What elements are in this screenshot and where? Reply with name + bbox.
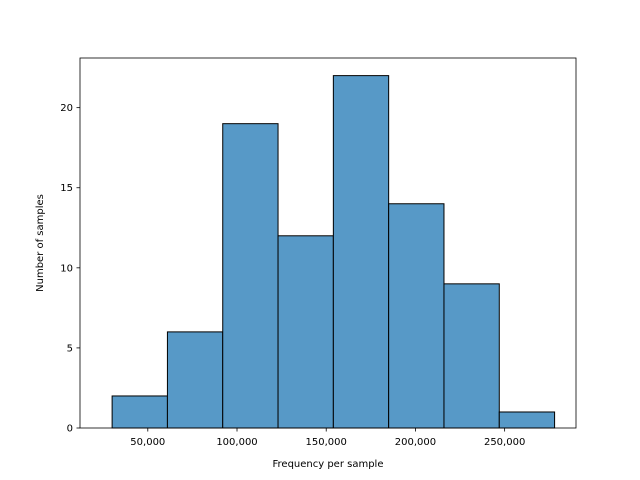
histogram-bars xyxy=(111,75,556,429)
histogram-bar xyxy=(388,203,445,429)
y-tick-label: 20 xyxy=(60,103,73,114)
histogram-bar xyxy=(166,331,224,429)
histogram-bar xyxy=(332,75,390,429)
y-axis-ticks: 0 5 10 15 20 xyxy=(60,103,80,435)
y-axis-label: Number of samples xyxy=(35,194,46,292)
x-axis-ticks: 50,000 100,000 150,000 200,000 250,000 xyxy=(130,428,525,448)
x-tick-label: 100,000 xyxy=(216,437,257,448)
plot-frame xyxy=(79,57,577,429)
y-tick-label: 5 xyxy=(67,343,73,354)
histogram-bar xyxy=(222,123,279,429)
y-tick-label: 0 xyxy=(67,424,73,435)
x-tick-label: 150,000 xyxy=(306,437,347,448)
x-tick-label: 250,000 xyxy=(484,437,525,448)
histogram-bar xyxy=(111,395,168,429)
histogram-bar xyxy=(443,283,500,429)
histogram-bar xyxy=(498,411,556,429)
histogram-bar xyxy=(277,235,334,429)
x-tick-label: 200,000 xyxy=(395,437,436,448)
y-tick-label: 10 xyxy=(60,263,73,274)
y-tick-label: 15 xyxy=(60,183,73,194)
x-axis-label: Frequency per sample xyxy=(273,459,384,470)
x-tick-label: 50,000 xyxy=(130,437,165,448)
